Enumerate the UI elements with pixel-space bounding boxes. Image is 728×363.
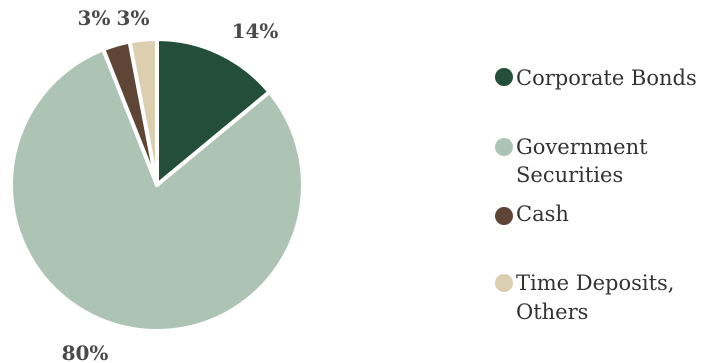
legend: Corporate Bonds Government Securities Ca… <box>495 66 697 324</box>
slice-label-time-deposits: 3% <box>117 6 150 30</box>
legend-label-time-deposits-line-2: Others <box>516 300 588 324</box>
legend-label-government-securities-line-2: Securities <box>516 163 623 187</box>
legend-label-time-deposits-line-1: Time Deposits, <box>516 271 674 295</box>
legend-item-government-securities: Government Securities <box>495 135 648 187</box>
legend-swatch-time-deposits <box>495 274 513 292</box>
slice-label-corporate-bonds: 14% <box>232 19 279 43</box>
legend-swatch-government-securities <box>495 138 513 156</box>
legend-label-corporate-bonds: Corporate Bonds <box>516 66 697 90</box>
legend-swatch-corporate-bonds <box>495 68 513 86</box>
slice-label-cash: 3% <box>78 6 111 30</box>
slice-labels: 14% 80% 3% 3% <box>62 6 279 363</box>
slice-label-government-securities: 80% <box>62 341 109 363</box>
legend-label-cash: Cash <box>516 202 569 226</box>
pie-slice-time-deposits-others <box>127 37 159 187</box>
pie-slice-corporate-bonds <box>155 37 272 187</box>
legend-item-time-deposits: Time Deposits, Others <box>495 271 674 324</box>
legend-label-government-securities-line-1: Government <box>516 135 648 159</box>
legend-swatch-cash <box>495 207 513 225</box>
legend-item-cash: Cash <box>495 202 569 226</box>
pie-slice-government-securities <box>9 47 305 333</box>
pie-slices <box>9 37 305 333</box>
legend-item-corporate-bonds: Corporate Bonds <box>495 66 697 90</box>
